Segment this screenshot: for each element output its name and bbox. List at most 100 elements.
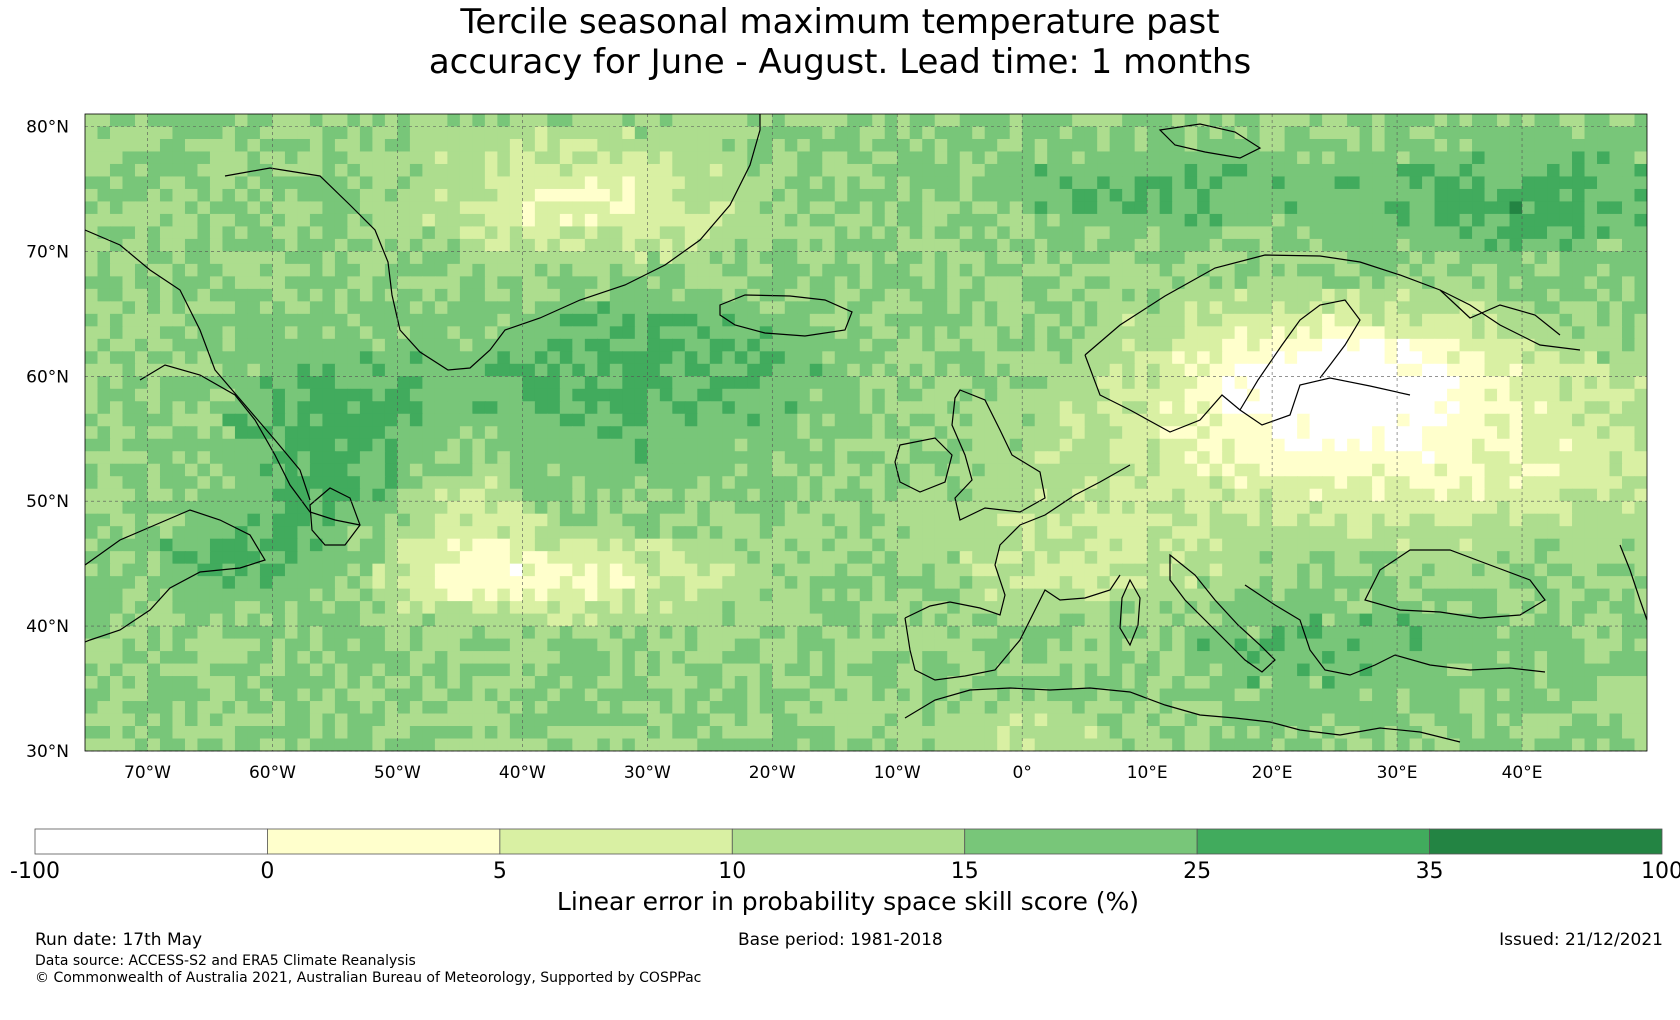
grid-cell [1159,526,1173,540]
grid-cell [97,476,111,490]
grid-cell [1009,576,1023,590]
grid-cell [1597,151,1611,165]
grid-cell [409,114,423,128]
grid-cell [347,326,361,340]
grid-cell [659,201,673,215]
grid-cell [1484,588,1498,602]
grid-cell [934,588,948,602]
grid-cell [897,526,911,540]
grid-cell [1397,263,1411,277]
grid-cell [684,251,698,265]
grid-cell [1147,413,1161,427]
grid-cell [1134,388,1148,402]
grid-cell [422,226,436,240]
grid-cell [509,526,523,540]
grid-cell [1547,151,1561,165]
grid-cell [984,238,998,252]
grid-cell [572,576,586,590]
grid-cell [147,526,161,540]
grid-cell [659,326,673,340]
grid-cell [1572,476,1586,490]
grid-cell [484,438,498,452]
grid-cell [1247,176,1261,190]
grid-cell [534,251,548,265]
grid-cell [522,251,536,265]
grid-cell [259,563,274,577]
grid-cell [1234,114,1248,128]
grid-cell [1259,226,1273,240]
grid-cell [459,451,473,465]
grid-cell [922,513,936,527]
grid-cell [884,588,898,602]
grid-cell [197,163,211,178]
grid-cell [884,576,898,590]
grid-cell [422,563,436,577]
grid-cell [172,213,186,228]
grid-cell [1334,463,1348,477]
grid-cell [309,213,324,228]
grid-cell [1509,401,1523,415]
grid-cell [547,526,561,540]
grid-cell [209,363,224,377]
grid-cell [534,351,548,365]
grid-cell [1472,526,1486,540]
grid-cell [1334,588,1348,602]
grid-cell [85,163,99,178]
grid-cell [1547,326,1561,340]
grid-cell [1434,413,1448,427]
grid-cell [1572,538,1586,552]
grid-cell [409,263,423,277]
grid-cell [309,351,324,365]
grid-cell [309,338,324,352]
grid-cell [984,376,998,390]
grid-cell [309,476,324,490]
grid-cell [484,213,498,228]
grid-cell [1272,563,1286,577]
grid-cell [1384,463,1398,477]
grid-cell [359,501,374,515]
grid-cell [997,438,1011,452]
grid-cell [1197,588,1211,602]
grid-cell [1347,538,1361,552]
grid-cell [197,288,211,302]
grid-cell [684,488,698,502]
grid-cell [709,588,723,602]
grid-cell [647,538,661,552]
grid-cell [1434,426,1448,440]
grid-cell [1134,251,1148,265]
grid-cell [772,226,786,240]
grid-cell [1534,551,1548,565]
grid-cell [422,588,436,602]
grid-cell [1597,363,1611,377]
grid-cell [1147,488,1161,502]
grid-cell [659,526,673,540]
grid-cell [1059,438,1073,452]
grid-cell [934,138,948,153]
grid-cell [347,151,361,165]
grid-cell [559,163,573,178]
grid-cell [1484,576,1498,590]
grid-cell [359,126,374,140]
grid-cell [784,463,798,477]
grid-cell [1434,601,1448,615]
grid-cell [259,338,274,352]
grid-cell [1547,476,1561,490]
grid-cell [447,513,461,527]
grid-cell [384,138,398,153]
grid-cell [897,563,911,577]
grid-cell [797,126,811,140]
grid-cell [134,376,149,390]
grid-cell [1622,201,1636,215]
grid-cell [922,376,936,390]
grid-cell [1184,601,1198,615]
grid-cell [822,401,836,415]
grid-cell [1347,338,1361,352]
grid-cell [834,476,848,490]
grid-cell [347,114,361,128]
grid-cell [1584,176,1598,190]
grid-cell [97,551,111,565]
grid-cell [409,501,423,515]
grid-cell [584,276,598,290]
grid-cell [647,388,661,402]
grid-cell [1072,388,1086,402]
